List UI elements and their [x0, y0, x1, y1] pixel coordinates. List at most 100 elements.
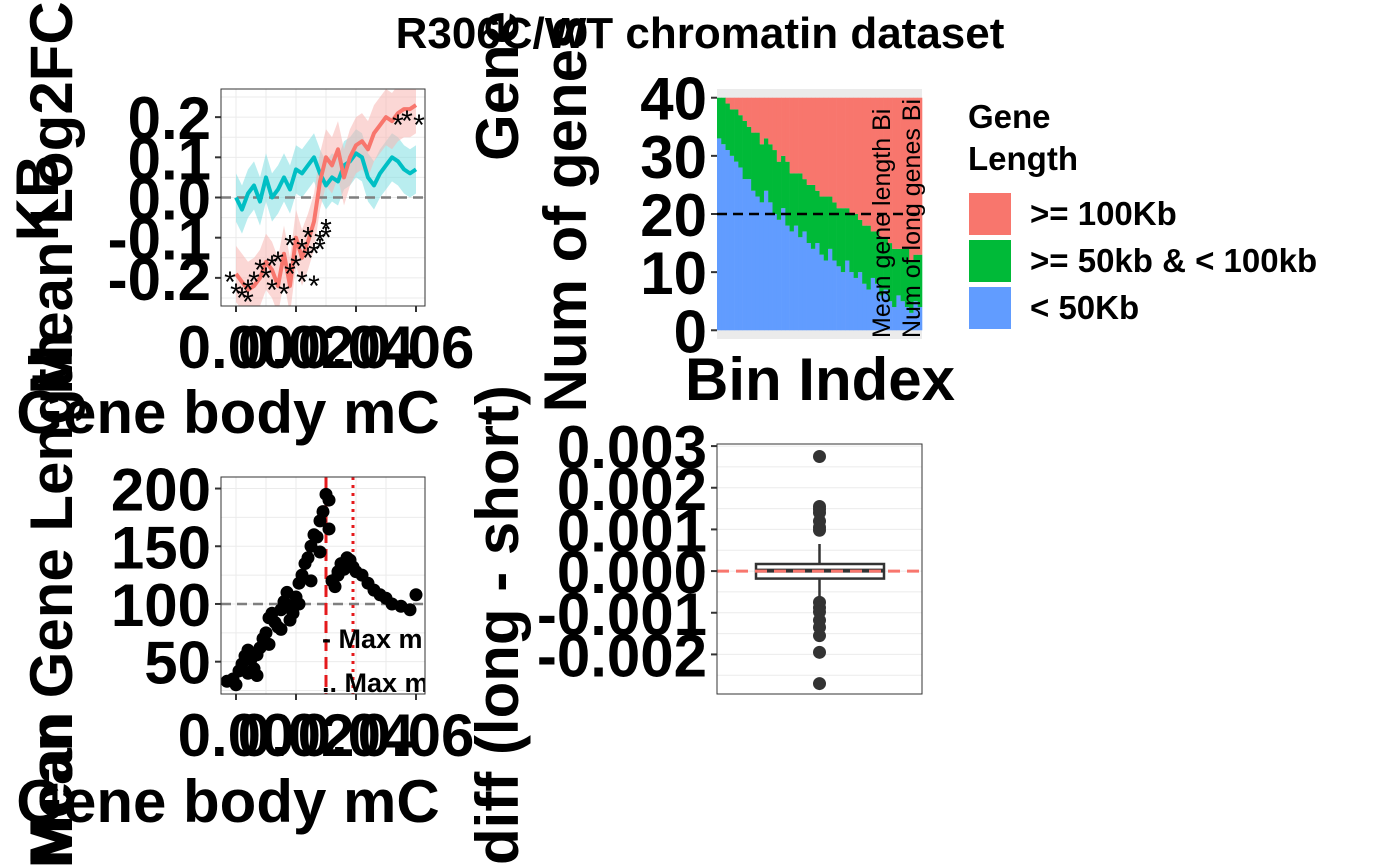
- panel-d-y-tick-label: 0.003: [557, 414, 707, 481]
- panel-b-bar-long: [836, 97, 842, 209]
- figure-title: R306C/WT chromatin dataset: [396, 9, 1005, 58]
- panel-b-bar-mid: [810, 184, 816, 249]
- panel-b-bar-mid: [917, 254, 923, 308]
- panel-b-bar-long: [802, 97, 807, 180]
- panel-a-significance-star: *: [230, 278, 242, 311]
- panel-b-bar-short: [887, 301, 893, 331]
- panel-c-x-tick-label: 0.00: [178, 702, 295, 769]
- panel-c-point: [262, 637, 276, 651]
- panel-b-bar-long: [879, 97, 884, 238]
- panel-b-bar-long: [742, 97, 748, 121]
- panel-d-y-tick-label: 0.002: [557, 456, 707, 523]
- panel-c-point: [229, 678, 243, 692]
- panel-b-bar-short: [810, 248, 816, 331]
- panel-b-bar-long: [857, 97, 863, 220]
- panel-b-bar-short: [849, 272, 854, 331]
- panel-b-bar-long: [763, 97, 769, 139]
- panel-b-annotation-num-long: Num of long genes Bi: [898, 99, 926, 338]
- panel-b-bar-mid: [853, 214, 859, 278]
- panel-a-y-tick-label: -0.2: [108, 246, 211, 313]
- panel-b-bar-short: [819, 254, 825, 331]
- panel-c-x-tick-label: 0.02: [238, 702, 355, 769]
- panel-b-bar-long: [904, 97, 910, 249]
- panel-a-significance-star: *: [236, 282, 248, 315]
- panel-c-point: [274, 622, 288, 636]
- panel-a-x-tick-label: 0.02: [238, 314, 355, 381]
- panel-b-bar-long: [755, 97, 761, 133]
- panel-b-bar-long: [875, 97, 880, 232]
- panel-b-bar-short: [781, 208, 786, 331]
- panel-b-bar-long: [913, 97, 919, 255]
- panel-b-bar-short: [742, 179, 748, 331]
- panel-b-bar-short: [857, 272, 863, 331]
- panel-c-point: [241, 666, 255, 680]
- panel-b-bar-short: [725, 150, 731, 331]
- panel-b-bar-mid: [802, 179, 807, 232]
- panel-b-bar-short: [862, 283, 867, 331]
- panel-b-annotation-mean-length: Mean gene length Bi: [868, 109, 896, 338]
- panel-a-y-tick-label: 0.1: [128, 125, 211, 192]
- panel-b-bar-long: [832, 97, 837, 203]
- panel-b-bar-short: [832, 260, 837, 331]
- panel-a-significance-star: *: [272, 246, 284, 279]
- panel-b-bar-short: [823, 260, 829, 331]
- panel-c-scatter-plot: - Max m .. Max m 200150100500.000.020.040.…: [16, 332, 474, 865]
- panel-b-bar-mid: [887, 243, 893, 302]
- panel-a-significance-star: *: [308, 238, 320, 271]
- panel-b-bar-mid: [725, 103, 731, 151]
- panel-d-y-tick-label: -0.002: [537, 622, 707, 689]
- panel-b-bar-long: [845, 97, 850, 209]
- panel-b-bar-mid: [781, 155, 786, 209]
- panel-c-border: [220, 476, 426, 695]
- panel-b-bar-long: [887, 97, 893, 244]
- panel-b-bar-long: [892, 97, 897, 249]
- panel-c-point: [328, 580, 342, 594]
- panel-c-point: [322, 493, 336, 507]
- panel-a-significance-star: *: [224, 266, 236, 299]
- panel-b-bar-long: [866, 97, 872, 226]
- panel-b-bar-mid: [819, 196, 825, 255]
- panel-a-significance-star: *: [296, 234, 308, 267]
- panel-a-y-axis-title: Mean Log2FC: [18, 1, 85, 394]
- panel-b-bar-mid: [862, 225, 867, 284]
- panel-a-series-line-0: [234, 151, 418, 212]
- panel-b-bar-mid: [742, 120, 748, 180]
- panel-d-border: [716, 443, 923, 695]
- panel-a-x-tick-label: 0.00: [178, 314, 295, 381]
- panel-b-bar-short: [828, 248, 833, 331]
- panel-b-bar-short: [738, 167, 743, 331]
- panel-b-bar-mid: [904, 248, 910, 308]
- panel-b-bar-long: [729, 97, 735, 110]
- panel-b-bar-mid: [734, 109, 739, 162]
- panel-a-significance-star: *: [248, 266, 260, 299]
- panel-c-vline-label-max-2: .. Max m: [322, 668, 429, 698]
- panel-d-outlier-point: [813, 450, 826, 463]
- panel-b-bar-short: [785, 225, 790, 331]
- panel-a-significance-star: *: [242, 286, 254, 319]
- panel-b-bar-short: [879, 295, 884, 331]
- panel-b-bar-long: [896, 97, 901, 249]
- panel-a-significance-star: *: [242, 274, 254, 307]
- legend-label: >= 50kb & < 100kb: [1030, 242, 1317, 279]
- legend-title-line-1: Gene: [968, 98, 1051, 135]
- panel-b-bar-short: [789, 231, 795, 331]
- panel-b-bar-short: [917, 307, 923, 331]
- panel-c-plot-area: - Max m .. Max m: [221, 477, 429, 698]
- panel-a-y-tick-label: 0.0: [128, 166, 211, 233]
- panel-b-bar-short: [798, 237, 803, 331]
- panel-b-bar-mid: [772, 150, 778, 214]
- panel-b-bar-short: [892, 307, 897, 331]
- panel-b-bar-long: [772, 97, 778, 151]
- panel-b-bar-mid: [798, 173, 803, 238]
- panel-a-series-line-1: [234, 103, 418, 292]
- panel-a-significance-star: *: [302, 222, 314, 255]
- panel-a-significance-star: *: [284, 230, 296, 263]
- panel-b-bar-short: [896, 295, 901, 331]
- legend-label: < 50Kb: [1030, 289, 1139, 326]
- panel-b-bar-mid: [892, 248, 897, 308]
- panel-b-bar-long: [849, 97, 854, 214]
- panel-b-stacked-bar-chart: Mean gene length Bi Num of long genes Bi 0…: [464, 11, 1317, 413]
- panel-c-point: [250, 648, 264, 662]
- panel-c-point: [301, 551, 315, 565]
